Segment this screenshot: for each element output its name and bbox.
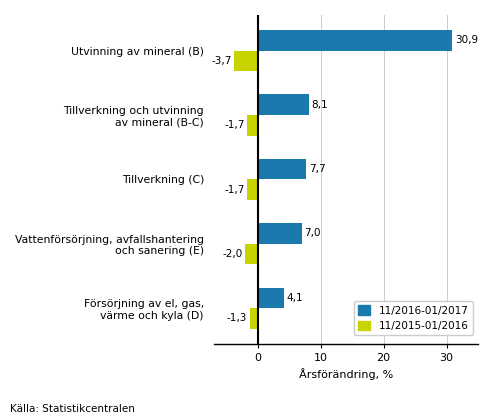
Text: -1,3: -1,3	[227, 314, 247, 324]
Bar	[249, 308, 258, 329]
Bar	[258, 30, 452, 51]
Legend: 11/2016-01/2017, 11/2015-01/2016: 11/2016-01/2017, 11/2015-01/2016	[354, 301, 473, 335]
Bar	[258, 287, 283, 308]
Text: 30,9: 30,9	[455, 35, 478, 45]
Bar	[247, 179, 258, 200]
Text: -1,7: -1,7	[224, 185, 245, 195]
Bar	[247, 115, 258, 136]
Bar	[258, 159, 306, 179]
Text: -3,7: -3,7	[211, 56, 232, 66]
Text: -1,7: -1,7	[224, 120, 245, 130]
Text: 4,1: 4,1	[286, 293, 303, 303]
Text: Källa: Statistikcentralen: Källa: Statistikcentralen	[10, 404, 135, 414]
Text: 7,7: 7,7	[309, 164, 325, 174]
Text: -2,0: -2,0	[222, 249, 243, 259]
Bar	[258, 223, 302, 244]
Bar	[245, 244, 258, 264]
X-axis label: Årsförändring, %: Årsförändring, %	[299, 368, 393, 380]
Bar	[258, 94, 309, 115]
Text: 7,0: 7,0	[304, 228, 321, 238]
Text: 8,1: 8,1	[311, 100, 328, 110]
Bar	[235, 51, 258, 71]
